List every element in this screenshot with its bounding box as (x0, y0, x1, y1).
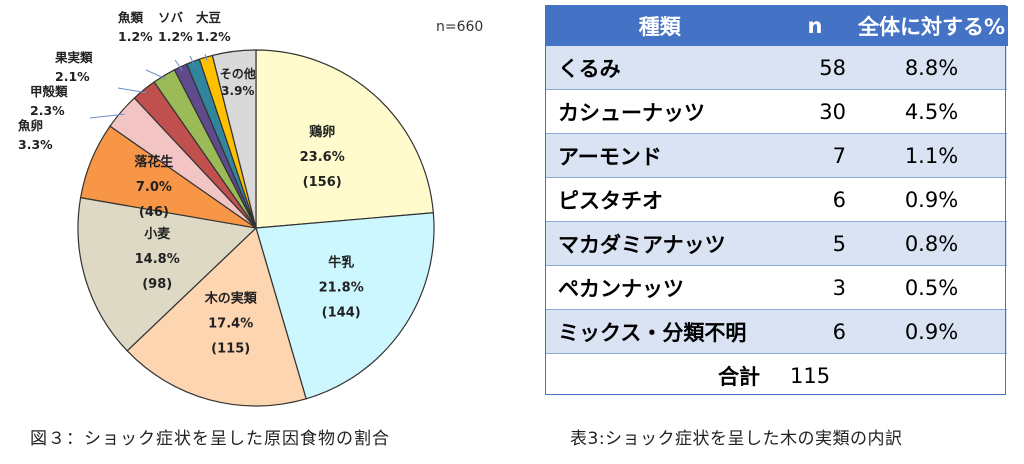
row-count: 58 (774, 46, 856, 90)
row-percent: 1.1% (856, 133, 1007, 178)
header-percent: 全体に対する% (856, 6, 1008, 46)
slice-label-2-0: 木の実類 (204, 291, 258, 307)
callout-percent-6: 2.3% (30, 103, 65, 118)
callout-percent-10: 1.2% (196, 29, 231, 44)
pie-slice-2 (126, 226, 307, 407)
header-n: n (774, 6, 857, 46)
callout-name-6: 甲殻類 (30, 84, 68, 99)
row-percent: 0.5% (856, 265, 1007, 310)
slice-label-1-0: 牛乳 (328, 254, 354, 270)
slice-label-11-0: その他 (220, 66, 256, 81)
row-percent: 0.9% (856, 177, 1007, 222)
slice-label-2-1: 17.4% (208, 317, 253, 332)
header-type: 種類 (546, 6, 775, 46)
slice-label-0-0: 鶏卵 (309, 124, 335, 140)
callout-name-5: 魚卵 (18, 118, 43, 133)
table-row: ミックス・分類不明 6 0.9% (546, 309, 1007, 354)
table-row: ピスタチオ 6 0.9% (546, 177, 1007, 222)
row-percent: 0.9% (856, 309, 1007, 354)
slice-label-0-2: (156) (303, 175, 342, 190)
pie-slice-1 (255, 212, 435, 400)
row-count: 7 (774, 133, 856, 178)
callout-name-9: ソバ (158, 10, 184, 25)
pie-slice-0 (255, 49, 434, 229)
row-name: アーモンド (546, 133, 774, 178)
table-row: アーモンド 7 1.1% (546, 133, 1007, 178)
table-row: マカダミアナッツ 5 0.8% (546, 221, 1007, 266)
slice-label-4-0: 落花生 (134, 154, 173, 170)
row-name: カシューナッツ (546, 89, 774, 134)
callout-line-10 (204, 53, 208, 62)
slice-label-0-1: 23.6% (300, 150, 345, 165)
row-count: 5 (774, 221, 856, 266)
table-row: カシューナッツ 30 4.5% (546, 89, 1007, 134)
slice-label-11-1: 3.9% (221, 84, 254, 98)
callout-line-7 (145, 69, 167, 80)
row-name: マカダミアナッツ (546, 221, 774, 266)
slice-label-3-1: 14.8% (135, 252, 180, 267)
row-count: 3 (774, 265, 856, 310)
row-name: くるみ (546, 46, 774, 90)
table-row: くるみ 58 8.8% (546, 46, 1007, 90)
slice-label-2-2: (115) (211, 342, 250, 357)
row-name: ペカンナッツ (546, 265, 774, 310)
row-percent: 4.5% (856, 89, 1007, 134)
slice-label-1-1: 21.8% (319, 280, 364, 295)
slice-label-1-2: (144) (322, 305, 361, 320)
slice-label-3-0: 小麦 (144, 226, 171, 242)
table-header-row: 種類 n 全体に対する% (546, 6, 1008, 46)
callout-percent-9: 1.2% (158, 29, 193, 44)
table-row: ペカンナッツ 3 0.5% (546, 265, 1007, 310)
slice-label-4-1: 7.0% (136, 180, 172, 195)
callout-name-8: 魚類 (118, 10, 144, 25)
table-total-row: 合計 115 (546, 353, 1007, 397)
pie-chart: 鶏卵 23.6% (156) 牛乳 21.8% (144) 木の実類 17.4% (115) 小麦… (18, 10, 483, 407)
callout-name-10: 大豆 (196, 10, 222, 25)
row-name: ピスタチオ (546, 177, 774, 222)
row-percent: 8.8% (856, 46, 1007, 90)
n-label: n=660 (436, 19, 483, 35)
row-count: 6 (774, 177, 856, 222)
pie-slice-11 (211, 49, 257, 229)
slice-label-3-2: (98) (142, 277, 172, 292)
callout-percent-5: 3.3% (18, 137, 53, 152)
callout-percent-8: 1.2% (118, 29, 153, 44)
callout-line-9 (189, 55, 195, 66)
callout-percent-7: 2.1% (55, 69, 90, 84)
callout-line-8 (174, 59, 183, 71)
callout-line-5 (89, 113, 125, 119)
row-percent: 0.8% (856, 221, 1007, 266)
slice-label-4-2: (46) (139, 205, 169, 220)
row-name: ミックス・分類不明 (546, 309, 774, 354)
table-caption: 表3:ショック症状を呈した木の実類の内訳 (570, 429, 903, 449)
row-count: 30 (774, 89, 856, 134)
pie-slice-3 (77, 196, 258, 352)
total-label: 合計 (546, 353, 774, 397)
callout-name-7: 果実類 (54, 50, 93, 65)
row-count: 6 (774, 309, 856, 354)
callout-line-6 (117, 87, 147, 94)
tree-nut-table: 種類 n 全体に対する% くるみ 58 8.8% カシューナッツ 30 4.5%… (546, 6, 1008, 397)
total-value: 115 (774, 353, 1007, 397)
figure-caption: 図３：ショック症状を呈した原因食物の割合 (30, 429, 390, 449)
